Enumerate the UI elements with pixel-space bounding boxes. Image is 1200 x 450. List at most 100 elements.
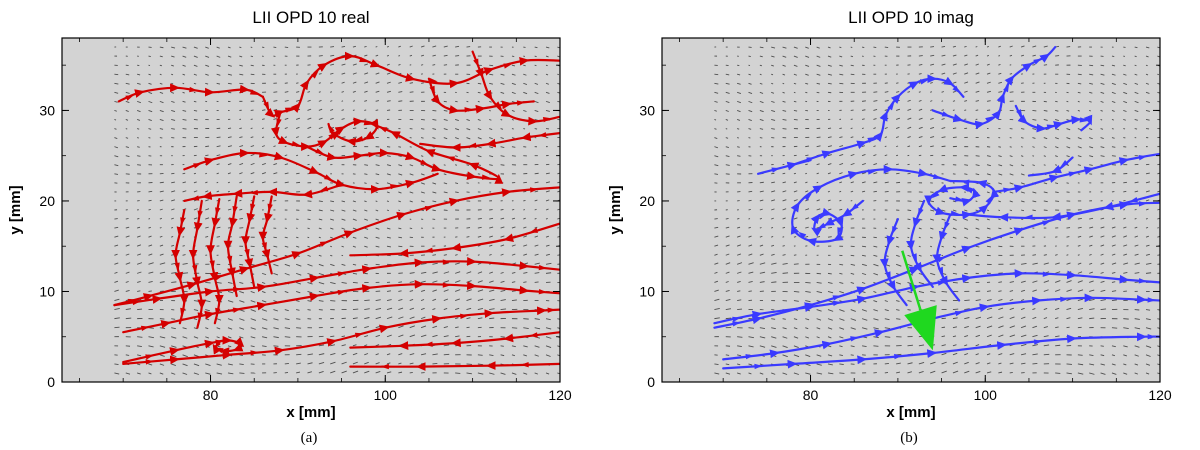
vector-arrow: [557, 236, 560, 238]
vector-arrow: [736, 253, 742, 256]
vector-arrow: [1043, 137, 1048, 140]
vector-arrow: [466, 128, 471, 131]
vector-arrow: [1111, 91, 1116, 95]
vector-arrow: [239, 64, 243, 67]
vector-arrow: [296, 327, 302, 329]
streamline-arrowhead: [1147, 334, 1156, 340]
vector-arrow: [148, 372, 152, 375]
vector-arrow: [714, 372, 720, 375]
vector-arrow: [296, 371, 301, 374]
vector-arrow: [737, 354, 742, 357]
vector-arrow: [352, 308, 359, 311]
vector-arrow: [725, 317, 732, 320]
streamline-arrowhead: [803, 193, 812, 201]
vector-arrow: [1134, 262, 1140, 265]
streamline-arrowhead: [424, 341, 433, 347]
streamlines: [713, 46, 1160, 370]
vector-arrow: [1157, 309, 1160, 311]
streamline-arrowhead: [985, 116, 994, 123]
vector-arrow: [850, 64, 854, 67]
vector-arrow: [725, 299, 731, 301]
vector-arrow: [941, 72, 946, 75]
vector-arrow: [1123, 64, 1126, 67]
vector-arrow: [159, 46, 164, 49]
vector-arrow: [1089, 109, 1091, 112]
vector-arrow: [545, 235, 549, 238]
vector-arrow: [1055, 173, 1058, 175]
vector-arrow: [805, 46, 809, 49]
vector-arrow: [296, 154, 299, 157]
streamline-arrowhead: [337, 271, 347, 277]
vector-arrow: [171, 46, 176, 49]
vector-arrow: [375, 109, 379, 111]
vector-arrow: [1043, 254, 1047, 256]
streamline-arrowhead: [1068, 171, 1078, 177]
vector-arrow: [1066, 146, 1071, 149]
vector-arrow: [952, 254, 956, 257]
vector-arrow: [714, 146, 719, 149]
vector-arrow: [114, 262, 119, 265]
vector-arrow: [545, 244, 550, 247]
streamline-arrowhead: [464, 107, 473, 113]
vector-arrow: [307, 218, 311, 221]
vector-arrow: [873, 236, 877, 239]
streamline-arrowhead: [771, 167, 780, 173]
vector-arrow: [839, 55, 843, 58]
vector-arrow: [952, 308, 959, 311]
vector-arrow: [455, 254, 458, 256]
vector-arrow: [557, 119, 560, 121]
vector-arrow: [137, 218, 140, 220]
streamline-arrowhead: [215, 339, 224, 345]
vector-arrow: [816, 136, 821, 139]
vector-arrow: [861, 46, 865, 49]
vector-arrow: [782, 119, 787, 121]
vector-arrow: [125, 137, 129, 139]
vector-arrow: [1145, 372, 1150, 375]
vector-arrow: [205, 46, 209, 49]
vector-arrow: [736, 271, 742, 274]
vector-arrow: [545, 253, 550, 256]
vector-arrow: [759, 109, 764, 113]
streamline-arrowhead: [520, 362, 529, 368]
y-tick-label: 10: [39, 283, 55, 299]
vector-arrow: [296, 172, 300, 175]
vector-arrow: [1145, 73, 1149, 76]
vector-arrow: [1145, 172, 1150, 175]
vector-arrow: [725, 91, 730, 94]
vector-arrow: [771, 91, 775, 94]
vector-arrow: [148, 363, 153, 366]
vector-arrow: [1055, 55, 1060, 57]
vector-arrow: [771, 199, 776, 202]
vector-arrow: [216, 64, 221, 67]
vector-arrow: [114, 226, 119, 229]
vector-arrow: [489, 109, 491, 112]
vector-arrow: [1157, 46, 1160, 49]
vector-arrow: [1066, 363, 1073, 365]
vector-arrow: [114, 100, 118, 103]
vector-arrow: [1066, 372, 1072, 375]
vector-arrow: [352, 127, 357, 129]
vector-arrow: [1032, 146, 1035, 148]
vector-arrow: [227, 190, 230, 193]
vector-arrow: [839, 46, 842, 49]
vector-arrow: [930, 63, 935, 66]
vector-arrow: [725, 262, 731, 265]
vector-arrow: [1020, 64, 1024, 66]
vector-arrow: [952, 45, 956, 48]
vector-arrow: [523, 190, 527, 193]
vector-arrow: [986, 155, 991, 157]
vector-arrow: [805, 154, 809, 157]
streamline-arrowhead: [359, 56, 368, 63]
vector-arrow: [793, 100, 797, 103]
streamline-arrowhead: [1079, 117, 1089, 123]
vector-arrow: [114, 317, 120, 320]
streamline-arrowhead: [964, 187, 974, 194]
vector-arrow: [114, 289, 119, 292]
vector-arrow: [816, 91, 820, 94]
vector-arrow: [771, 82, 774, 85]
vector-arrow: [896, 371, 901, 374]
vector-arrow: [930, 91, 933, 93]
vector-arrow: [737, 155, 741, 157]
vector-arrow: [759, 128, 764, 130]
vector-arrow: [137, 155, 141, 157]
